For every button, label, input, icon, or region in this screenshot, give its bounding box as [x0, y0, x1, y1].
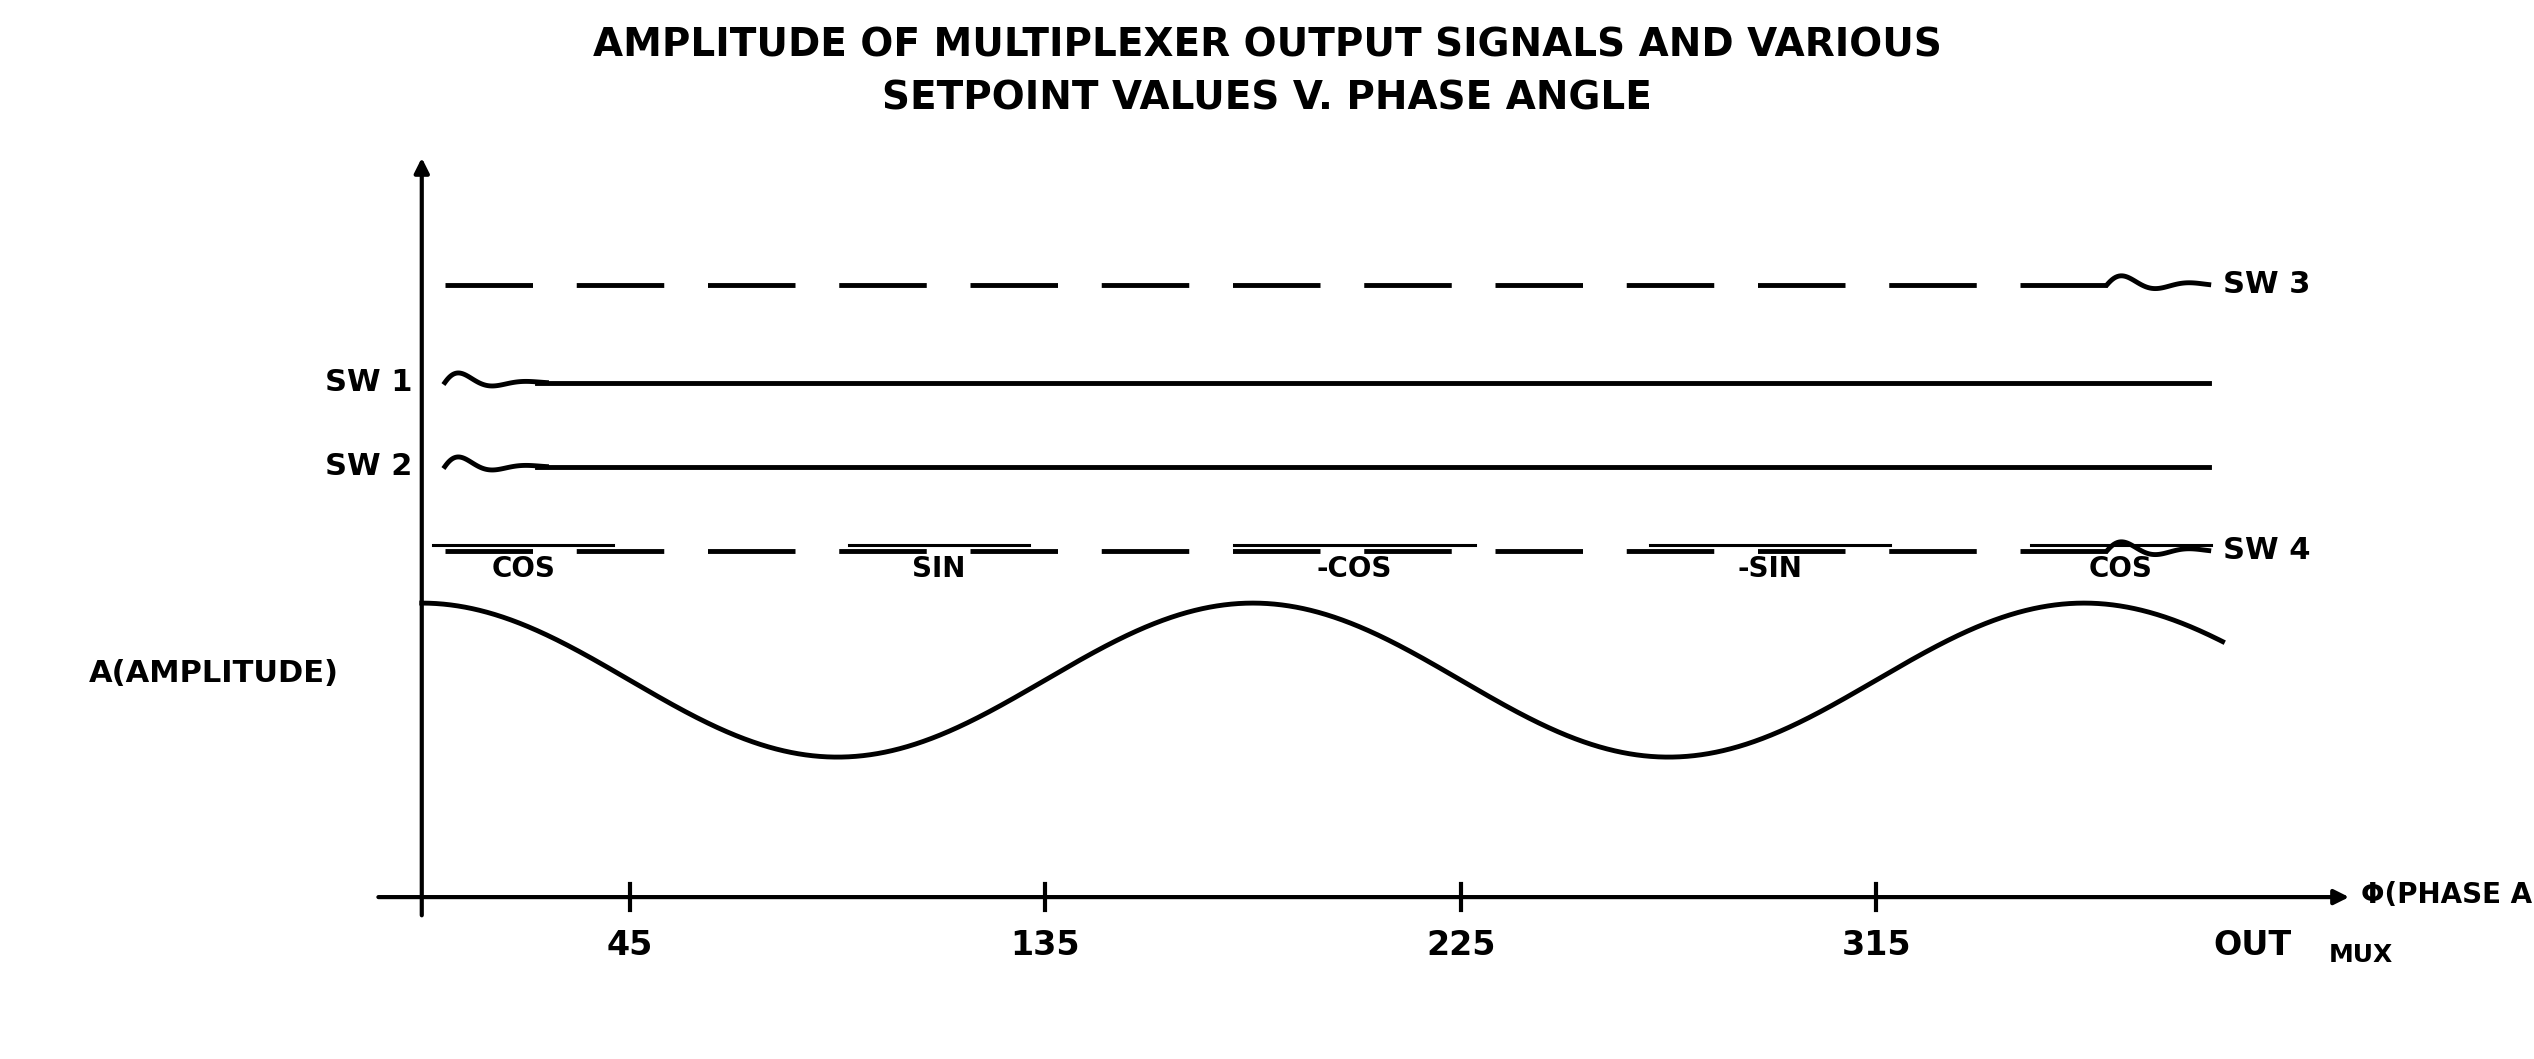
Text: Φ(PHASE ANGLE): Φ(PHASE ANGLE) — [2362, 881, 2534, 909]
Text: SW 1: SW 1 — [324, 369, 413, 397]
Text: SW 3: SW 3 — [2222, 270, 2311, 299]
Text: 225: 225 — [1427, 929, 1495, 962]
Text: 315: 315 — [1842, 929, 1911, 962]
Text: COS: COS — [2088, 556, 2154, 584]
Text: -COS: -COS — [1318, 556, 1391, 584]
Text: MUX: MUX — [2329, 943, 2392, 967]
Text: AMPLITUDE OF MULTIPLEXER OUTPUT SIGNALS AND VARIOUS: AMPLITUDE OF MULTIPLEXER OUTPUT SIGNALS … — [593, 26, 1941, 65]
Text: SW 2: SW 2 — [324, 452, 413, 481]
Text: SW 4: SW 4 — [2222, 536, 2311, 566]
Text: 45: 45 — [606, 929, 654, 962]
Text: A(AMPLITUDE): A(AMPLITUDE) — [89, 659, 340, 687]
Text: -SIN: -SIN — [1738, 556, 1802, 584]
Text: COS: COS — [492, 556, 555, 584]
Text: OUT: OUT — [2212, 929, 2291, 962]
Text: 135: 135 — [1011, 929, 1079, 962]
Text: SETPOINT VALUES V. PHASE ANGLE: SETPOINT VALUES V. PHASE ANGLE — [882, 79, 1652, 118]
Text: SIN: SIN — [912, 556, 965, 584]
